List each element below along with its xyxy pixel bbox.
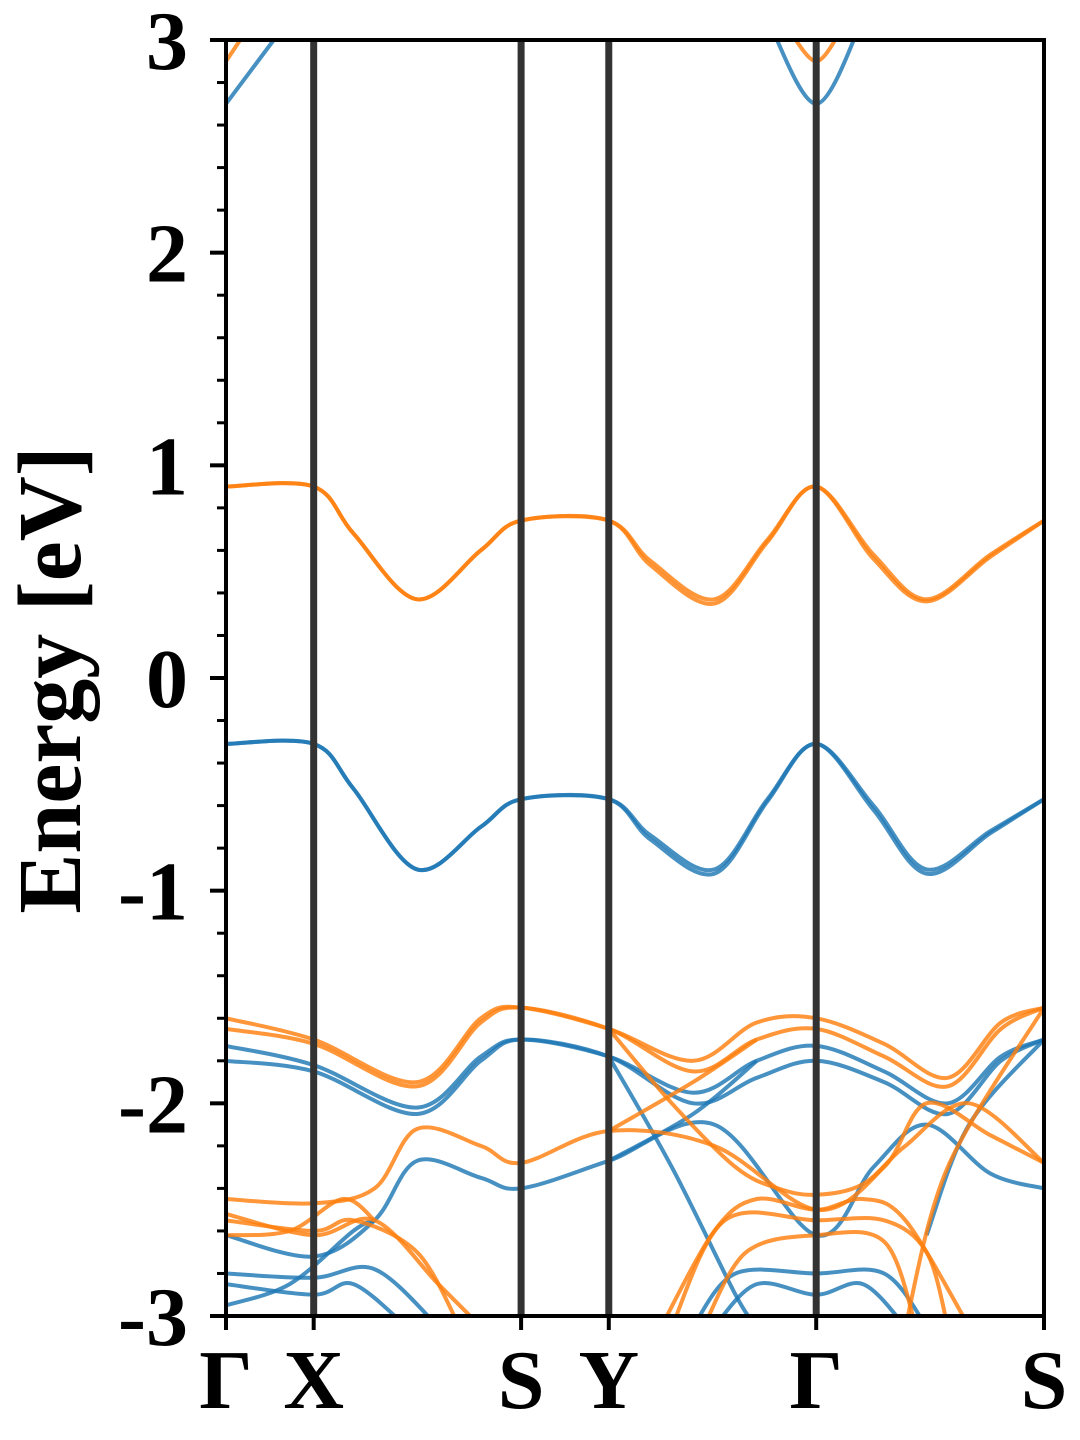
band-spin-down-2 [226,481,1044,602]
y-tick-label-2: -1 [118,846,188,939]
band-spin-up-14 [226,1264,431,1316]
band-spin-down-23 [226,1100,1044,1212]
kpath-lines [310,40,820,1316]
band-lines [226,40,1044,1316]
band-spin-down-30 [706,1230,915,1316]
band-spin-down-6 [226,40,243,63]
band-spin-up-1 [226,738,1044,877]
band-spin-up-0 [226,738,1044,873]
y-tick-label-6: 3 [146,0,188,88]
y-tick-label-4: 1 [146,420,188,513]
band-spin-up-8 [226,1037,1044,1110]
band-spin-up-10 [607,1055,751,1316]
y-axis-label: Energy [eV] [1,446,100,913]
y-tick-label-1: -2 [118,1058,188,1151]
band-spin-up-9 [226,1037,1044,1117]
y-tick-label-5: 2 [146,208,188,301]
x-tick-label-4: Γ [789,1334,842,1427]
band-spin-down-22 [607,1037,758,1133]
band-spin-down-29 [674,1210,948,1316]
band-spin-up-15 [226,1281,398,1316]
x-tick-label-3: Y [578,1334,639,1427]
y-tick-label-0: -3 [118,1271,188,1364]
y-axis: -3 -2 -1 0 1 2 3 [118,0,226,1364]
band-spin-up-4 [226,40,277,105]
y-tick-label-3: 0 [146,633,188,726]
x-tick-label-1: X [283,1334,344,1427]
band-spin-down-19 [226,1004,1044,1085]
band-spin-down-24 [905,1006,1044,1316]
band-spin-down-3 [226,481,1044,606]
x-tick-label-0: Γ [199,1334,252,1427]
x-tick-label-2: S [498,1334,545,1427]
band-spin-down-20 [226,1005,1044,1089]
x-tick-label-5: S [1021,1334,1068,1427]
